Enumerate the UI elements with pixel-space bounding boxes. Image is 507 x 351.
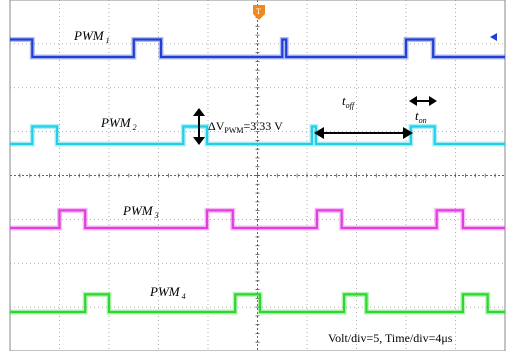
pwm-trace-2 — [10, 125, 505, 146]
t-off-label: toff — [342, 93, 356, 110]
pwm4-label: PWM 4 — [149, 284, 186, 301]
plot-frame — [9, 0, 506, 351]
trigger-marker-icon: T — [253, 5, 265, 20]
pwm2-label: PWM 2 — [100, 115, 137, 132]
t-off-arrow — [314, 127, 413, 139]
pwm3-label: PWM 3 — [122, 203, 159, 220]
delta-v-arrow — [193, 108, 205, 145]
delta-v-label: ΔVPWM=3.33 V — [208, 119, 283, 135]
traces — [10, 37, 505, 315]
svg-text:T: T — [256, 7, 261, 16]
pwm1-label: PWM 1 — [73, 28, 110, 45]
t-on-arrow — [409, 96, 437, 106]
pwm-trace-1 — [10, 38, 505, 59]
grid — [9, 0, 506, 351]
t-on-label: ton — [415, 108, 427, 125]
pwm-trace-4 — [10, 293, 505, 314]
pwm-trace-3 — [10, 209, 505, 230]
scale-readout: Volt/div=5, Time/div=4μs — [328, 331, 453, 345]
channel-offset-marker-icon — [490, 33, 497, 41]
